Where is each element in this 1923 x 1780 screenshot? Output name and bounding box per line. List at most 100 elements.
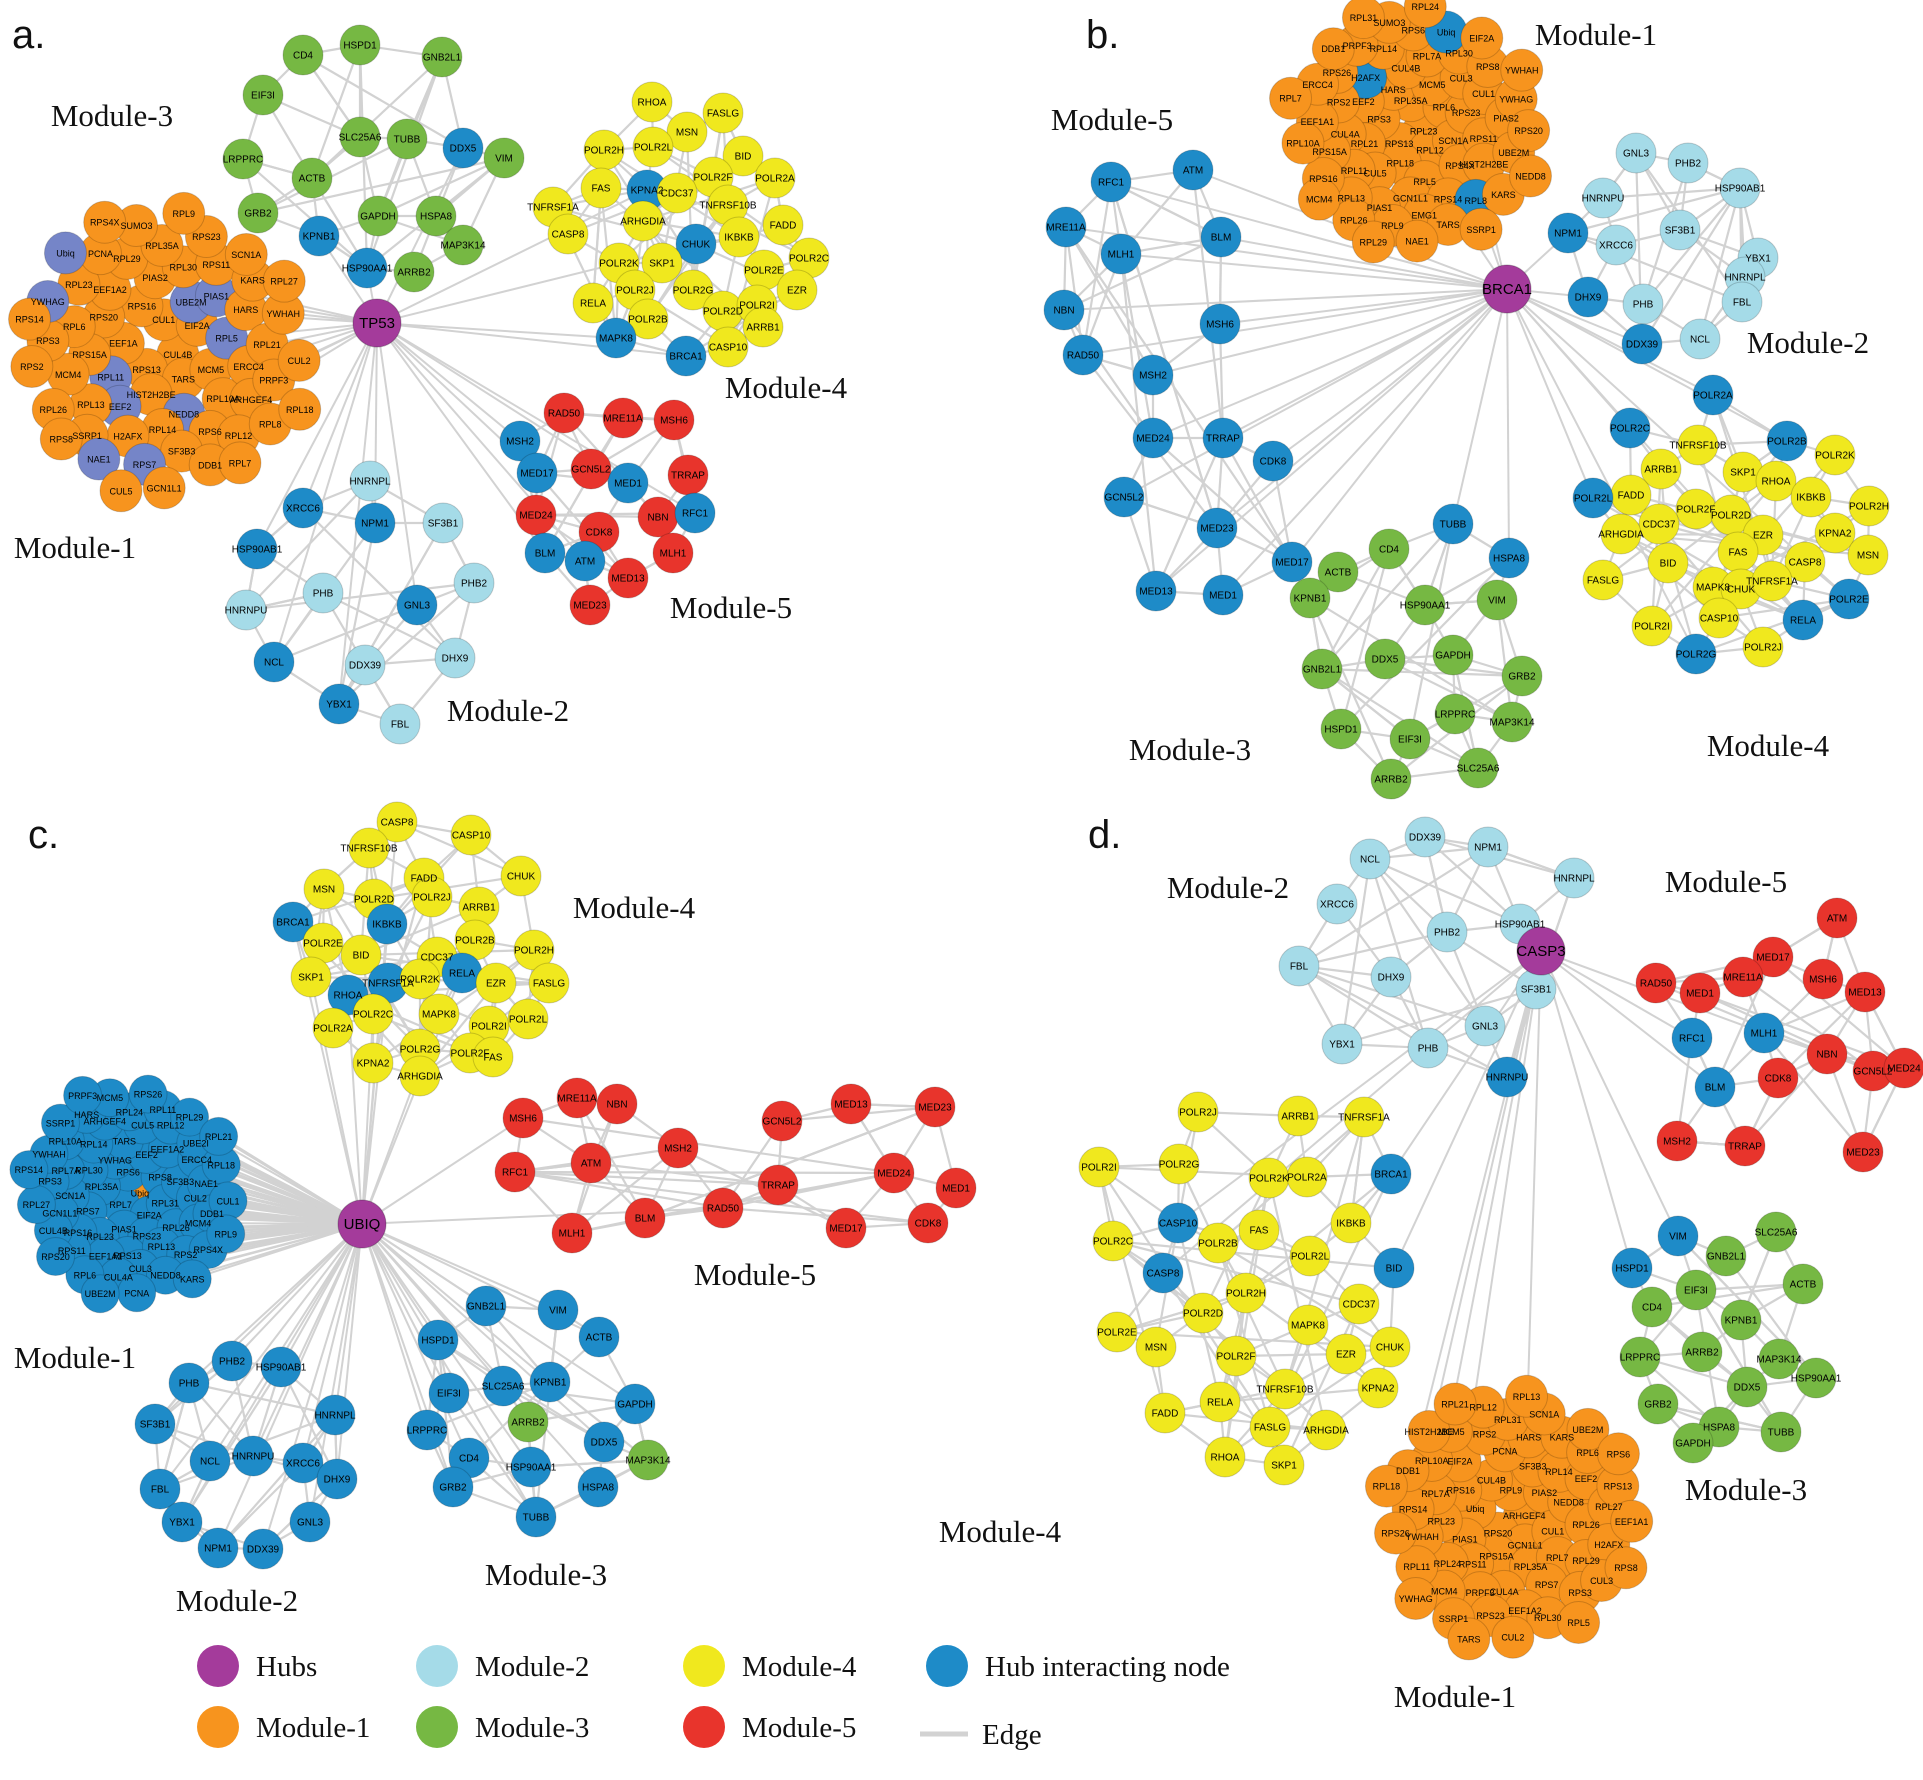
node-label-KARS: KARS [1550,1433,1575,1443]
hub-edge [377,323,417,605]
module-label: Module-4 [573,890,696,925]
node-label-RPS6: RPS6 [198,427,222,437]
node-label-MSH6: MSH6 [1809,975,1837,986]
node-label-TNFRSF1A: TNFRSF1A [1746,577,1798,588]
node-label-CASP8: CASP8 [1147,1269,1180,1280]
node-label-BRCA1: BRCA1 [669,352,703,363]
node-label-TUBB: TUBB [1440,520,1467,531]
node-label-LRPPRC: LRPPRC [1620,1353,1661,1364]
node-label-CDC37: CDC37 [1643,520,1676,531]
node-label-RPS16: RPS16 [1447,1486,1476,1496]
node-label-H2AFX: H2AFX [1351,73,1380,83]
node-label-ARHGDIA: ARHGDIA [1303,1426,1349,1437]
node-label-HSP90AA1: HSP90AA1 [1400,601,1451,612]
node-label-RPL26: RPL26 [1340,215,1368,225]
node-label-SLC25A6: SLC25A6 [1457,764,1500,775]
node-label-CASP10: CASP10 [452,831,491,842]
node-label-RAD50: RAD50 [1067,351,1100,362]
node-label-TRRAP: TRRAP [1728,1142,1762,1153]
node-label-CHUK: CHUK [507,872,536,883]
node-label-CUL1: CUL1 [152,315,175,325]
panel-b: ATMRFC1MRE11AMLH1BLMNBNMSH6RAD50MSH2MED2… [1044,0,1889,799]
node-label-SCN1A: SCN1A [1529,1410,1559,1420]
node-label-ARRB2: ARRB2 [1685,1348,1719,1359]
node-label-ATM: ATM [581,1159,601,1170]
node-label-POLR2C: POLR2C [1610,424,1650,435]
node-label-ARRB1: ARRB1 [746,323,780,334]
node-label-RPS14: RPS14 [1399,1505,1428,1515]
node-label-POLR2H: POLR2H [514,946,554,957]
node-label-ERCC4: ERCC4 [1302,80,1333,90]
node-label-NAE1: NAE1 [87,455,111,465]
node-label-SF3B1: SF3B1 [1521,985,1552,996]
node-label-RPL35A: RPL35A [1514,1562,1548,1572]
node-label-POLR2I: POLR2I [1634,622,1670,633]
node-label-GNL3: GNL3 [297,1518,324,1529]
node-label-CUL4B: CUL4B [1477,1476,1506,1486]
node-label-TNFRSF1A: TNFRSF1A [527,203,579,214]
node-label-FADD: FADD [770,221,797,232]
node-label-XRCC6: XRCC6 [286,1459,320,1470]
legend-swatch-hubs [197,1645,239,1687]
node-label-HSPA8: HSPA8 [420,212,452,223]
node-label-IKBKB: IKBKB [1796,493,1826,504]
legend-swatch-module-1 [197,1706,239,1748]
node-label-RPS8: RPS8 [1614,1563,1638,1573]
node-label-RPS23: RPS23 [1476,1611,1505,1621]
node-label-POLR2J: POLR2J [1744,643,1782,654]
node-label-GRB2: GRB2 [244,209,272,220]
node-label-FADD: FADD [1152,1409,1179,1420]
node-label-RPS20: RPS20 [89,312,118,322]
node-label-HSPD1: HSPD1 [421,1336,455,1347]
node-label-KPNB1: KPNB1 [1725,1316,1758,1327]
node-label-PHB: PHB [1418,1044,1439,1055]
node-label-CUL5: CUL5 [131,1121,154,1131]
node-label-CDK8: CDK8 [1765,1074,1792,1085]
node-label-RELA: RELA [580,299,606,310]
node-label-CASP8: CASP8 [1789,558,1822,569]
node-label-LRPPRC: LRPPRC [223,155,264,166]
module-label: Module-2 [447,693,569,728]
node-label-RPL7: RPL7 [1279,94,1302,104]
node-label-HNRNPL: HNRNPL [349,477,391,488]
node-label-POLR2B: POLR2B [455,936,495,947]
node-label-YWHAG: YWHAG [1499,95,1533,105]
node-label-RPS13: RPS13 [132,365,161,375]
node-label-RPS3: RPS3 [1367,114,1391,124]
node-label-MAPK8: MAPK8 [599,334,633,345]
node-label-RPL30: RPL30 [1534,1613,1562,1623]
node-label-EEF2: EEF2 [1352,97,1375,107]
node-label-CD4: CD4 [459,1454,479,1465]
node-label-H2AFX: H2AFX [113,432,142,442]
node-label-RPS11: RPS11 [202,260,230,270]
node-label-RPS13: RPS13 [1604,1481,1633,1491]
node-label-BLM: BLM [635,1214,656,1225]
node-label-POLR2C: POLR2C [789,254,829,265]
node-label-RPS7: RPS7 [76,1206,100,1216]
node-label-POLR2I: POLR2I [471,1022,507,1033]
node-label-GCN1L1: GCN1L1 [147,483,182,493]
node-label-Ubiq: Ubiq [131,1188,150,1198]
panel-letter-b: b. [1086,13,1119,57]
node-label-KARS: KARS [180,1274,205,1284]
node-label-GCN5L2: GCN5L2 [763,1117,802,1128]
node-label-BID: BID [1386,1264,1403,1275]
node-label-MSH2: MSH2 [1139,371,1167,382]
panel-letter-c: c. [28,813,59,857]
hub-edge [1507,289,1509,558]
node-label-IKBKB: IKBKB [372,920,402,931]
node-label-RPS23: RPS23 [192,232,221,242]
node-label-GRB2: GRB2 [1508,672,1536,683]
node-label-RPL5: RPL5 [1567,1618,1590,1628]
node-label-ATM: ATM [575,557,595,568]
node-label-MED13: MED13 [1848,988,1882,999]
node-label-GNL3: GNL3 [404,601,431,612]
node-label-RPL27: RPL27 [270,277,298,287]
node-label-MRE11A: MRE11A [557,1094,597,1105]
node-label-MRE11A: MRE11A [1046,223,1086,234]
node-label-SSRP1: SSRP1 [46,1119,76,1129]
node-label-RPS20: RPS20 [1514,126,1543,136]
node-label-RPL35A: RPL35A [1394,96,1428,106]
node-label-DHX9: DHX9 [1575,293,1602,304]
node-label-CUL4A: CUL4A [104,1273,133,1283]
